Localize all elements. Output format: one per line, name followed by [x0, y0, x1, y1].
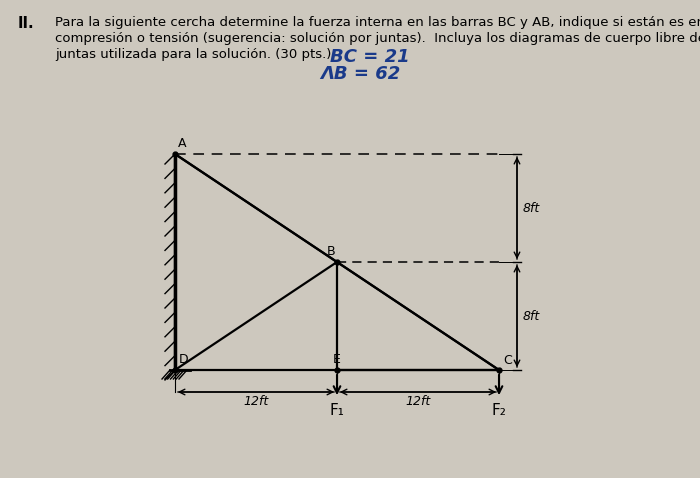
Text: F₁: F₁ [330, 403, 344, 418]
Text: F₂: F₂ [491, 403, 506, 418]
Text: juntas utilizada para la solución. (30 pts.): juntas utilizada para la solución. (30 p… [55, 48, 331, 61]
Text: 8ft: 8ft [523, 202, 540, 215]
Text: ΛB = 62: ΛB = 62 [320, 65, 400, 83]
Text: A: A [178, 137, 186, 150]
Text: Para la siguiente cercha determine la fuerza interna en las barras BC y AB, indi: Para la siguiente cercha determine la fu… [55, 16, 700, 29]
Text: C: C [503, 354, 512, 367]
Text: 12ft: 12ft [244, 395, 269, 408]
Text: D: D [179, 353, 188, 366]
Text: E: E [333, 353, 341, 366]
Text: 12ft: 12ft [405, 395, 430, 408]
Text: B: B [326, 245, 335, 258]
Text: BC = 21: BC = 21 [330, 48, 410, 66]
Text: 8ft: 8ft [523, 309, 540, 323]
Text: compresión o tensión (sugerencia: solución por juntas).  Incluya los diagramas d: compresión o tensión (sugerencia: soluci… [55, 32, 700, 45]
Text: II.: II. [18, 16, 34, 31]
